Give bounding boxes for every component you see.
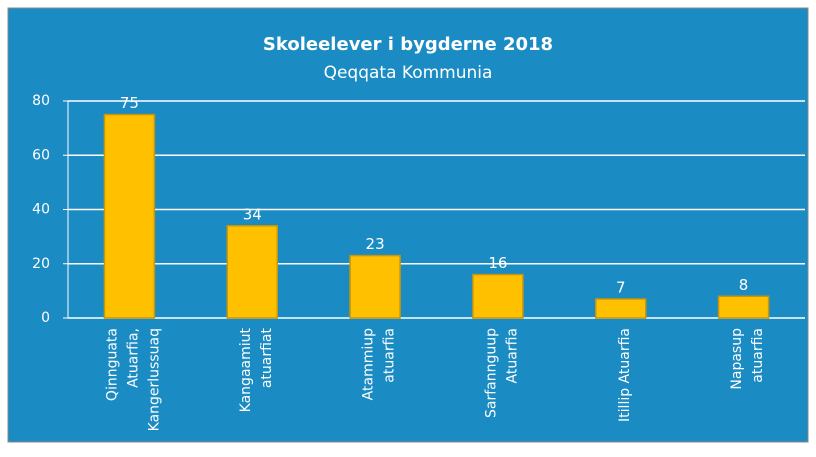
y-tick-label: 40 (32, 202, 50, 218)
bar (103, 113, 156, 319)
bar (717, 295, 770, 319)
bar (595, 298, 647, 319)
x-tick-label: Kangaamiut atuarfiat (238, 327, 275, 412)
y-tick-label: 80 (32, 93, 50, 109)
value-label: 8 (739, 276, 749, 294)
bar (349, 254, 401, 319)
chart-subtitle: Qeqqata Kommunia (324, 63, 493, 83)
x-tick-label: Qinnguata Atuarfia, Kangerlussuaq (104, 328, 162, 431)
y-tick-label: 20 (32, 256, 50, 272)
bar (472, 273, 524, 319)
x-tick-label: Napasup atuarfia (729, 328, 766, 390)
x-tick-label: Sarfannguup Atuarfia (483, 328, 520, 418)
bar (226, 225, 278, 319)
value-label: 34 (243, 205, 262, 223)
value-label: 7 (616, 279, 626, 297)
x-tick-label: Itillip Atuarfia (617, 328, 633, 422)
value-label: 16 (488, 254, 507, 272)
value-label: 23 (366, 235, 385, 253)
y-tick-label: 0 (41, 310, 50, 326)
y-tick-label: 60 (32, 147, 50, 163)
value-label: 75 (120, 94, 139, 112)
chart-title: Skoleelever i bygderne 2018 (263, 34, 553, 55)
x-tick-label: Atammiup atuarfia (361, 328, 398, 400)
